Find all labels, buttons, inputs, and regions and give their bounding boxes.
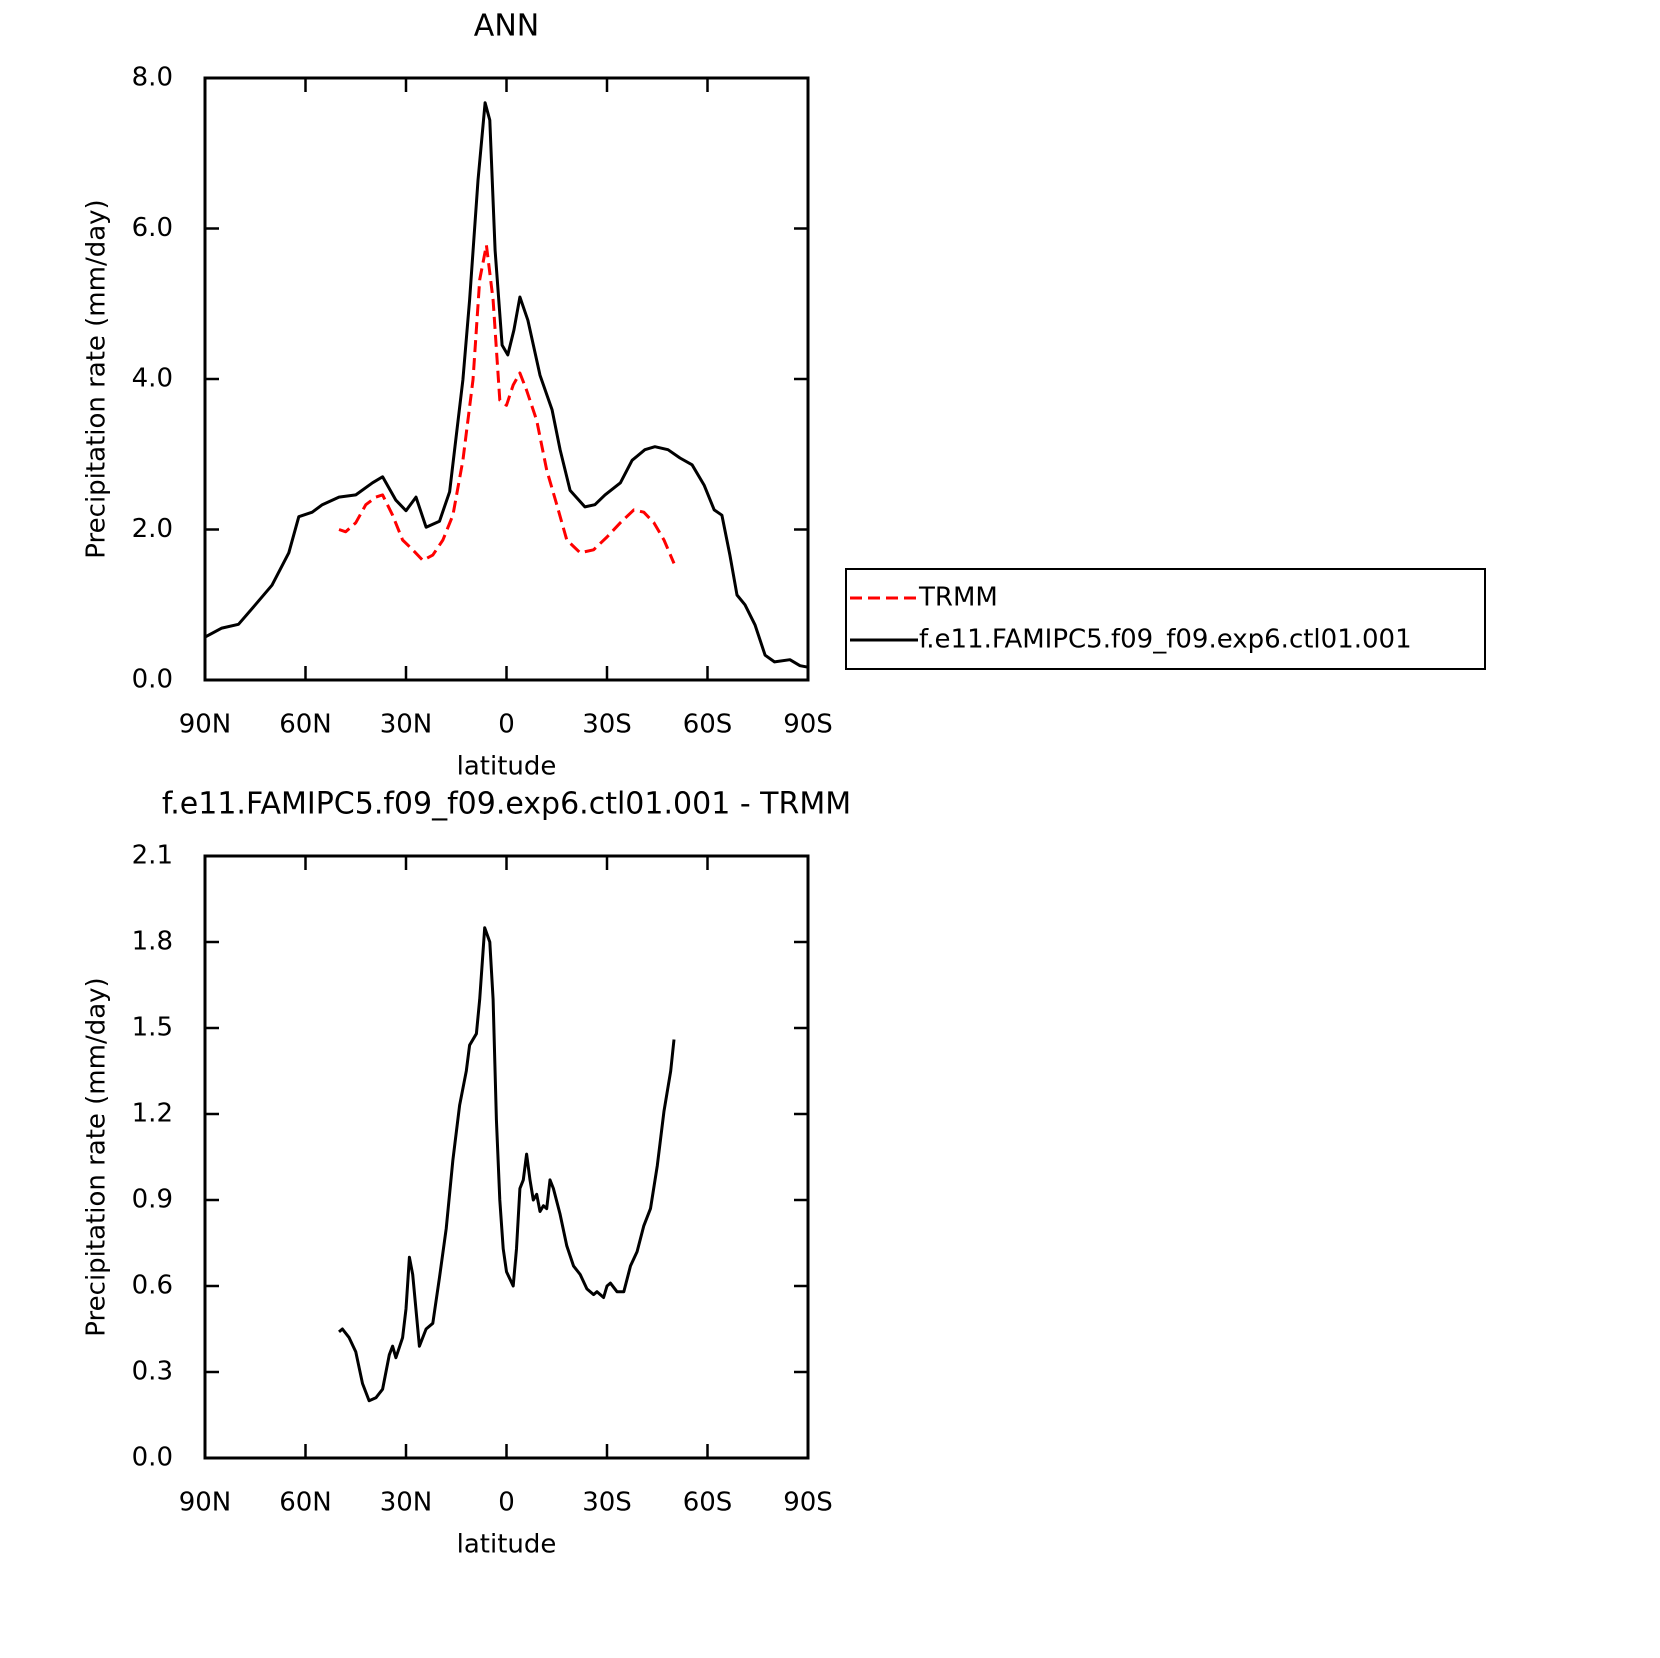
x-tick-label: 30N — [380, 1488, 433, 1518]
y-tick-label: 2.0 — [132, 514, 173, 544]
plot-frame — [203, 76, 810, 682]
chart-title: ANN — [474, 9, 539, 44]
axes — [203, 854, 810, 1460]
x-tick-label: 60S — [683, 1488, 733, 1518]
x-tick-label: 60N — [279, 710, 332, 740]
chart-title: f.e11.FAMIPC5.f09_f09.exp6.ctl01.001 - T… — [162, 787, 851, 822]
y-tick-label: 2.1 — [132, 841, 173, 871]
data-line — [338, 243, 676, 564]
y-tick-label: 0.0 — [132, 1443, 173, 1473]
x-axis-label: latitude — [457, 752, 557, 782]
x-tick-label: 0 — [498, 1488, 515, 1518]
x-tick-label: 90N — [179, 710, 232, 740]
legend: TRMM f.e11.FAMIPC5.f09_f09.exp6.ctl01.001 — [845, 568, 1486, 670]
legend-box — [845, 568, 1486, 670]
axes — [203, 76, 810, 682]
x-tick-label: 90S — [783, 1488, 833, 1518]
y-tick-label: 0.3 — [132, 1357, 173, 1387]
data-line — [338, 926, 676, 1403]
x-tick-label: 30S — [582, 710, 632, 740]
x-axis-label: latitude — [457, 1530, 557, 1560]
x-tick-label: 60N — [279, 1488, 332, 1518]
legend-label: TRMM — [918, 583, 998, 613]
y-tick-label: 1.5 — [132, 1013, 173, 1043]
plot: f.e11.FAMIPC5.f09_f09.exp6.ctl01.001 - T… — [82, 787, 852, 1560]
x-tick-label: 90N — [179, 1488, 232, 1518]
y-tick-label: 6.0 — [132, 213, 173, 243]
y-tick-label: 0.0 — [132, 665, 173, 695]
x-tick-label: 60S — [683, 710, 733, 740]
legend-label: f.e11.FAMIPC5.f09_f09.exp6.ctl01.001 — [919, 625, 1412, 655]
x-tick-label: 90S — [783, 710, 833, 740]
plot: ANN latitude Precipitation rate (mm/day) 90… — [82, 9, 1486, 782]
y-axis-label: Precipitation rate (mm/day) — [82, 199, 112, 558]
y-tick-label: 8.0 — [132, 63, 173, 93]
y-tick-label: 0.9 — [132, 1185, 173, 1215]
y-tick-label: 1.8 — [132, 927, 173, 957]
x-tick-label: 30S — [582, 1488, 632, 1518]
x-tick-label: 30N — [380, 710, 433, 740]
y-tick-label: 4.0 — [132, 364, 173, 394]
y-axis-label: Precipitation rate (mm/day) — [82, 977, 112, 1336]
y-tick-label: 1.2 — [132, 1099, 173, 1129]
data-line — [204, 101, 809, 669]
y-tick-label: 0.6 — [132, 1271, 173, 1301]
plot-frame — [203, 854, 810, 1460]
x-tick-label: 0 — [498, 710, 515, 740]
